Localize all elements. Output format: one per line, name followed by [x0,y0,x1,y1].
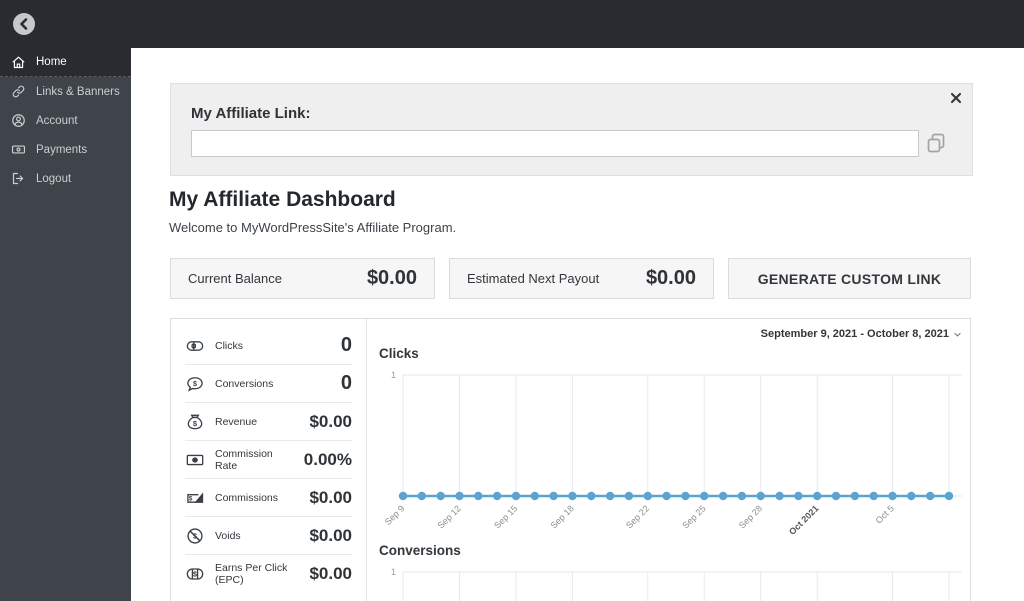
payments-icon [11,142,26,157]
sidebar-item-label: Logout [36,172,72,185]
main-content: My Affiliate Link: My Affiliate Dashboar… [131,48,1024,601]
stat-value: $0.00 [309,563,352,583]
date-range-dropdown[interactable]: September 9, 2021 - October 8, 2021 [761,328,962,340]
svg-text:1: 1 [391,370,396,380]
clicks-chart-title: Clicks [379,346,419,361]
signed-note-icon: $ [185,488,205,508]
affiliate-link-label: My Affiliate Link: [191,105,311,122]
stat-label: Earns Per Click (EPC) [215,561,288,586]
stat-row-commissions: $ Commissions $0.00 [185,479,352,517]
dashboard-panel: Clicks 0 $ Conversions 0 [170,318,971,601]
conversions-chart-title: Conversions [379,543,461,558]
sidebar-item-payments[interactable]: Payments [0,135,131,164]
link-icon [11,84,26,99]
chevron-down-icon [954,332,961,336]
card-value: $0.00 [366,267,417,289]
stat-row-epc: $ Earns Per Click (EPC) $0.00 [185,555,352,592]
svg-text:$: $ [189,495,193,502]
svg-text:Sep 9: Sep 9 [383,503,407,527]
card-value: $0.00 [645,267,696,289]
conversion-bubble-icon: $ [185,374,205,394]
stat-row-voids: $ Voids $0.00 [185,517,352,555]
affiliate-link-input[interactable] [191,130,919,157]
svg-text:Sep 22: Sep 22 [624,503,651,530]
card-label: Current Balance [188,271,282,286]
stat-row-clicks: Clicks 0 [185,327,352,365]
banknote-icon [185,450,205,470]
stats-list: Clicks 0 $ Conversions 0 [171,319,367,601]
stat-row-commission-rate: Commission Rate 0.00% [185,441,352,479]
generate-custom-link-button[interactable]: GENERATE CUSTOM LINK [728,258,971,299]
svg-text:$: $ [193,569,198,578]
close-icon[interactable] [950,91,964,105]
stat-value: $0.00 [309,487,352,507]
date-range-label: September 9, 2021 - October 8, 2021 [760,328,949,340]
money-bag-icon: $ [185,412,205,432]
sidebar-item-account[interactable]: Account [0,106,131,135]
summary-cards: Current Balance $0.00 Estimated Next Pay… [170,258,971,299]
account-icon [11,113,26,128]
stat-label: Clicks [215,339,243,352]
stat-label: Revenue [215,415,258,428]
clicks-chart: 1 Sep 9 Sep 12 Sep 15 Sep 18 Sep 22 Sep 25 Sep … [379,365,962,534]
svg-text:Sep 25: Sep 25 [680,503,707,530]
sidebar-item-home[interactable]: Home [0,48,131,77]
app-logo[interactable] [13,13,35,35]
welcome-text: Welcome to MyWordPressSite's Affiliate P… [169,220,457,235]
current-balance-card: Current Balance $0.00 [170,258,435,299]
sidebar: Home Links & Banners Account Payments [0,48,131,601]
next-payout-card: Estimated Next Payout $0.00 [449,258,714,299]
stat-label: Commissions [215,491,279,504]
stat-value: $0.00 [309,411,352,431]
svg-text:Sep 12: Sep 12 [436,503,463,530]
stat-row-revenue: $ Revenue $0.00 [185,403,352,441]
stat-label: Commission Rate [215,447,273,472]
stat-value: $0.00 [309,525,352,545]
sidebar-item-label: Links & Banners [36,85,120,98]
svg-text:$: $ [193,419,198,428]
copy-icon[interactable] [924,131,948,155]
sidebar-item-links-banners[interactable]: Links & Banners [0,77,131,106]
chevron-left-icon [20,18,28,30]
svg-text:$: $ [193,379,197,387]
card-label: Estimated Next Payout [467,271,600,286]
svg-text:Sep 18: Sep 18 [549,503,576,530]
stat-value: 0 [340,372,352,394]
affiliate-link-notice: My Affiliate Link: [170,83,973,176]
home-icon [11,55,26,70]
charts-area: September 9, 2021 - October 8, 2021 Clic… [367,319,974,601]
sidebar-item-label: Payments [36,143,88,156]
top-bar [0,0,1024,48]
svg-text:Sep 28: Sep 28 [737,503,764,530]
stat-label: Conversions [215,377,274,390]
epc-coin-icon: $ [185,564,205,584]
mouse-icon [185,336,205,356]
sidebar-item-label: Account [36,114,78,127]
stat-value: 0.00% [303,449,352,469]
svg-text:Sep 15: Sep 15 [492,503,519,530]
sidebar-item-logout[interactable]: Logout [0,164,131,193]
svg-text:1: 1 [391,567,396,577]
void-dollar-icon: $ [185,526,205,546]
sidebar-item-label: Home [36,56,67,68]
logout-icon [11,171,26,186]
stat-label: Voids [215,529,241,542]
page-title: My Affiliate Dashboard [169,188,396,211]
stat-value: 0 [340,334,352,356]
svg-text:Oct 2021: Oct 2021 [787,503,821,534]
stat-row-conversions: $ Conversions 0 [185,365,352,403]
svg-text:Oct 5: Oct 5 [874,503,896,525]
